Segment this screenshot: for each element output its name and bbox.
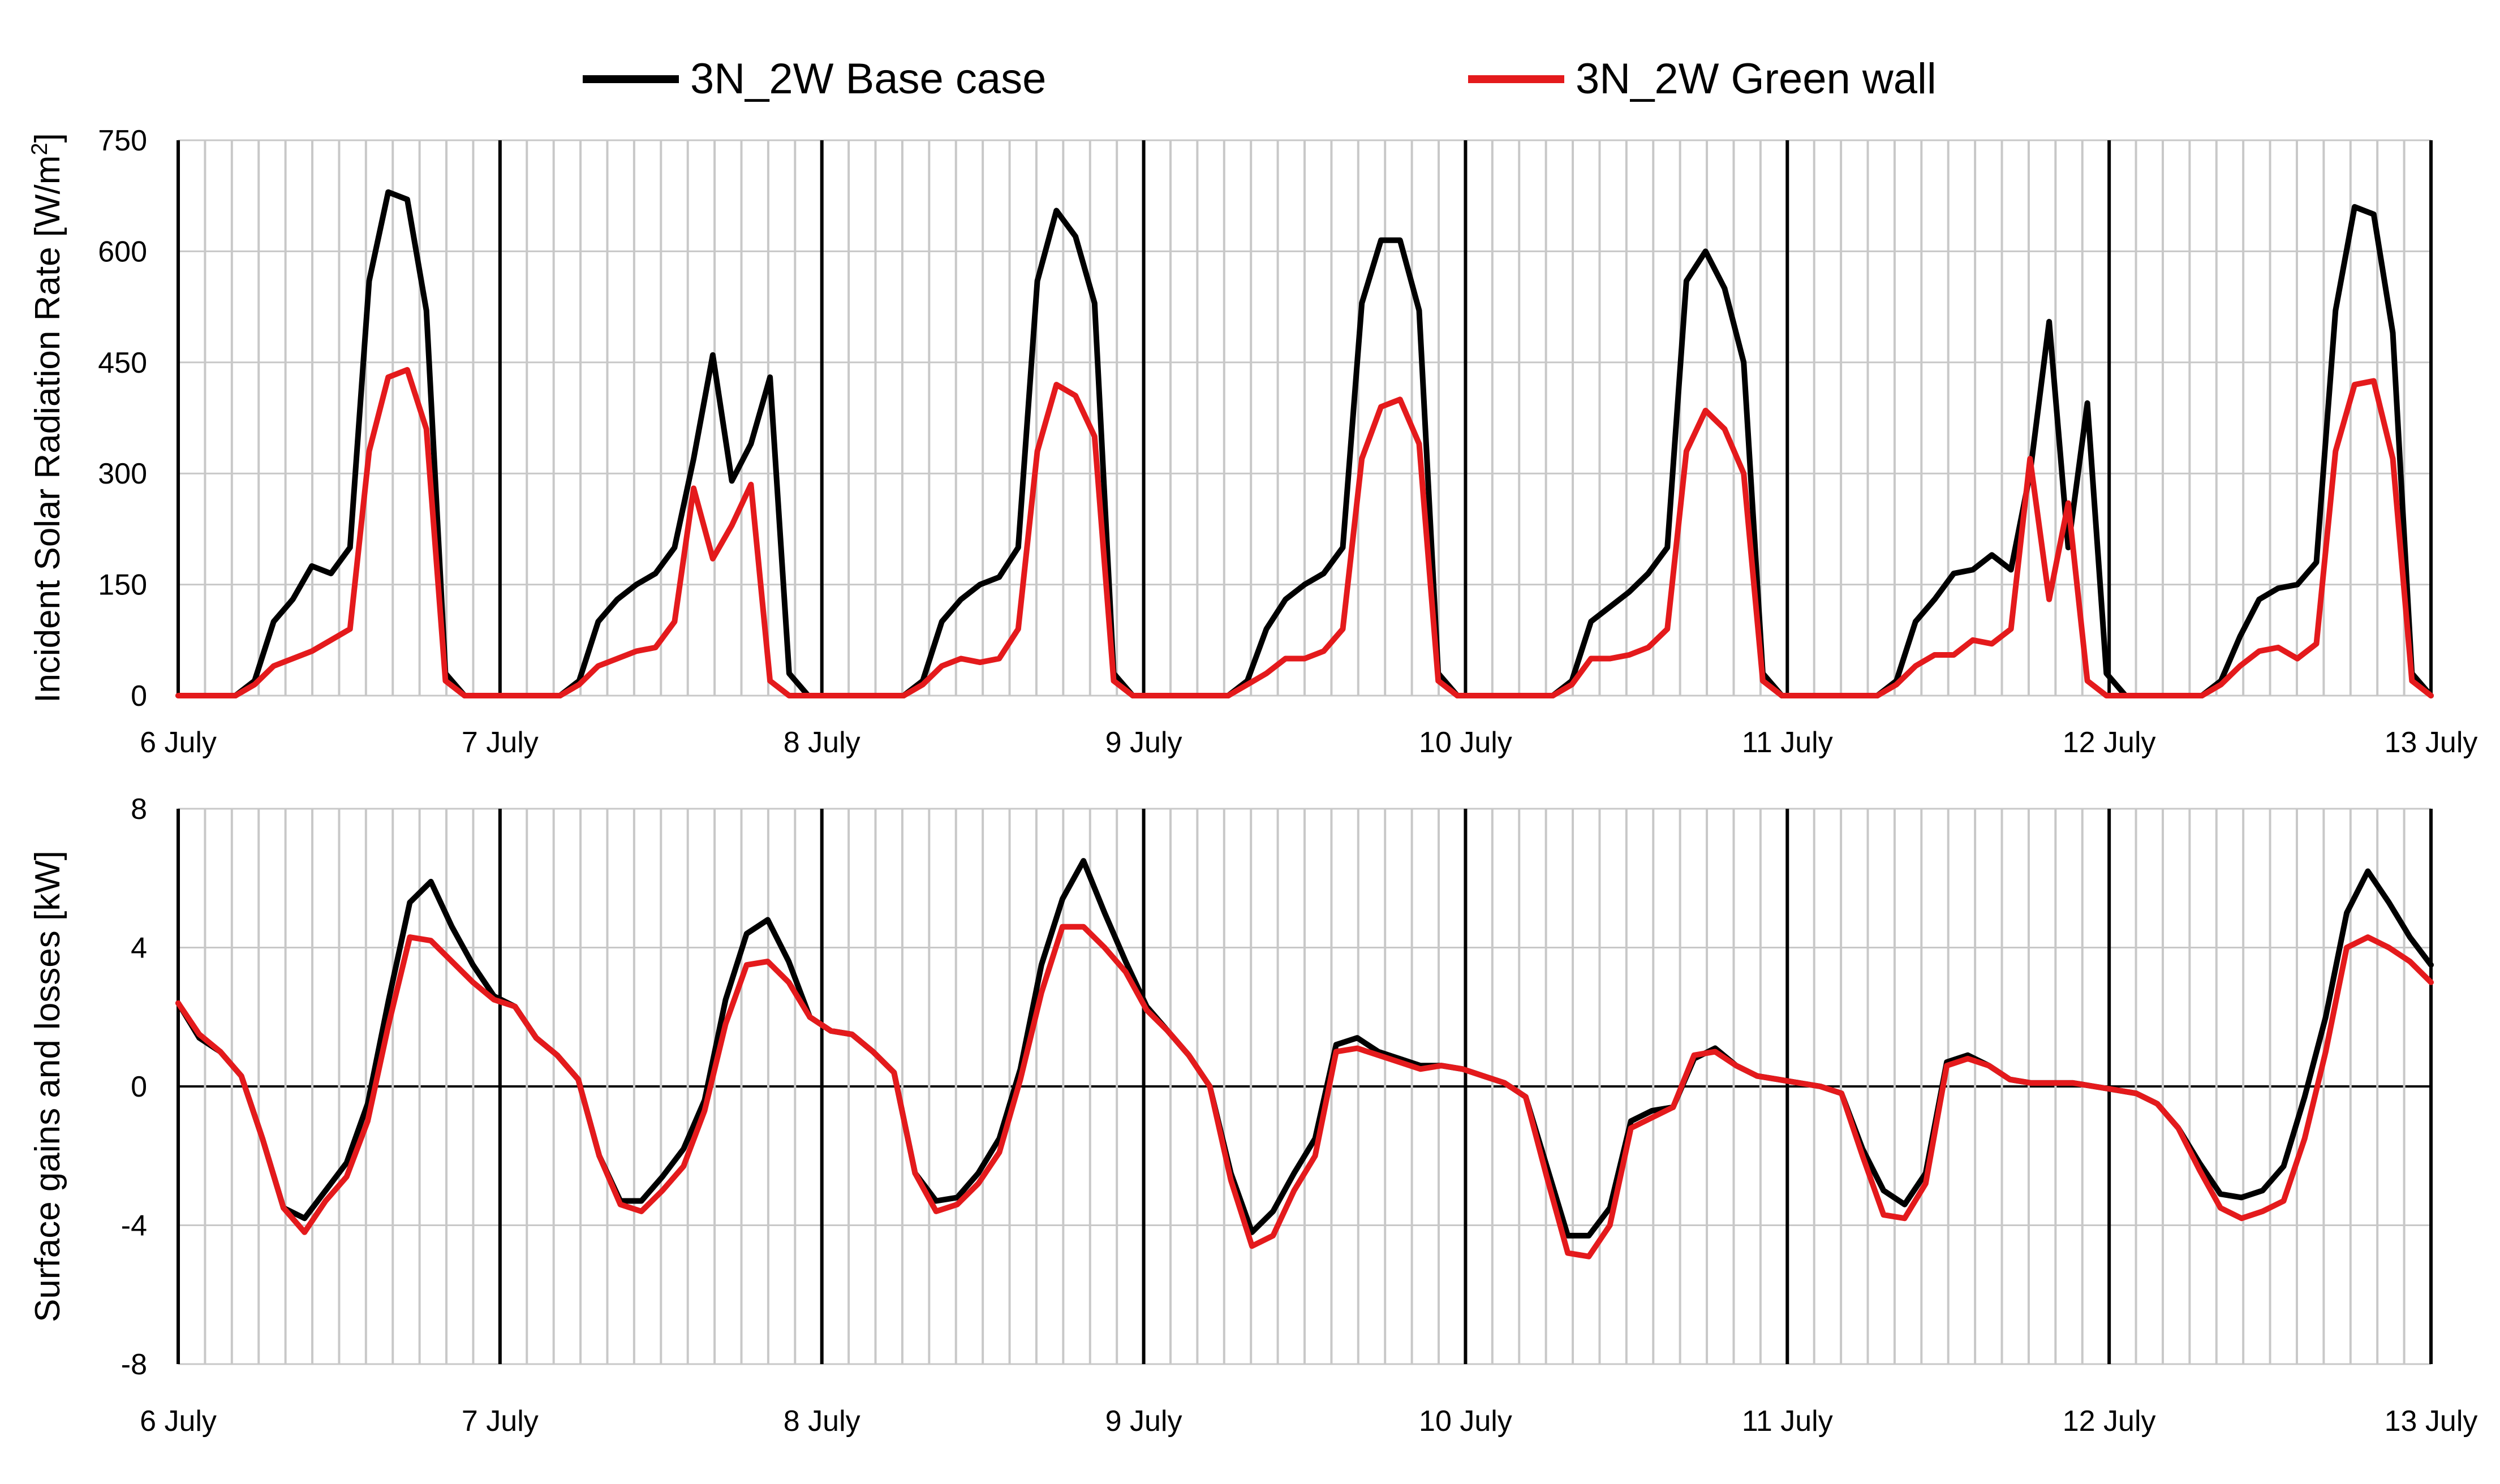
chart1-xtick-label-1: 7 July [462, 726, 539, 759]
chart2-ytick-label-2: 0 [131, 1071, 147, 1103]
chart1-ytick-label-0: 0 [131, 680, 147, 713]
chart1-ytick-label-2: 300 [98, 458, 147, 490]
chart2-ytick-label-1: -4 [121, 1210, 147, 1243]
chart2-xtick-label-4: 10 July [1419, 1405, 1512, 1438]
chart1-series-green-wall [175, 366, 2434, 698]
chart2-xtick-label-7: 13 July [2385, 1405, 2478, 1438]
chart1-xtick-label-2: 8 July [784, 726, 860, 759]
chart2-ylabel: Surface gains and losses [kW] [28, 851, 67, 1322]
chart1-ytick-label-1: 150 [98, 569, 147, 602]
chart1-xtick-label-0: 6 July [140, 726, 217, 759]
chart2-xtick-label-0: 6 July [140, 1405, 217, 1438]
chart2-ytick-label-3: 4 [131, 932, 147, 965]
chart2-xtick-label-2: 8 July [784, 1405, 860, 1438]
legend-base: 3N_2W Base case [583, 54, 1046, 103]
chart2-ytick-label-4: 8 [131, 793, 147, 826]
chart2-xtick-label-6: 12 July [2063, 1405, 2156, 1438]
chart1-ylabel: Incident Solar Radiation Rate [W/m2] [27, 133, 67, 703]
legend-green: 3N_2W Green wall [1468, 54, 1937, 103]
legend-base-label: 3N_2W Base case [690, 55, 1047, 103]
chart1-xtick-label-3: 9 July [1105, 726, 1182, 759]
legend-base-swatch [583, 75, 679, 83]
legend-green-swatch [1468, 75, 1564, 83]
chart1-ytick-label-3: 450 [98, 347, 147, 379]
chart2-series-green-wall [175, 924, 2434, 1259]
chart1-xtick-label-6: 12 July [2063, 726, 2156, 759]
chart1-ytick-label-5: 750 [98, 124, 147, 157]
chart1-xtick-label-4: 10 July [1419, 726, 1512, 759]
chart1-xtick-label-7: 13 July [2385, 726, 2478, 759]
chart2-ytick-label-0: -8 [121, 1348, 147, 1381]
chart2-xtick-label-3: 9 July [1105, 1405, 1182, 1438]
chart1-xtick-label-5: 11 July [1742, 726, 1833, 759]
chart1-ytick-label-4: 600 [98, 235, 147, 268]
chart2-xtick-label-1: 7 July [462, 1405, 539, 1438]
legend-green-label: 3N_2W Green wall [1576, 55, 1937, 103]
chart2-xtick-label-5: 11 July [1742, 1405, 1833, 1438]
